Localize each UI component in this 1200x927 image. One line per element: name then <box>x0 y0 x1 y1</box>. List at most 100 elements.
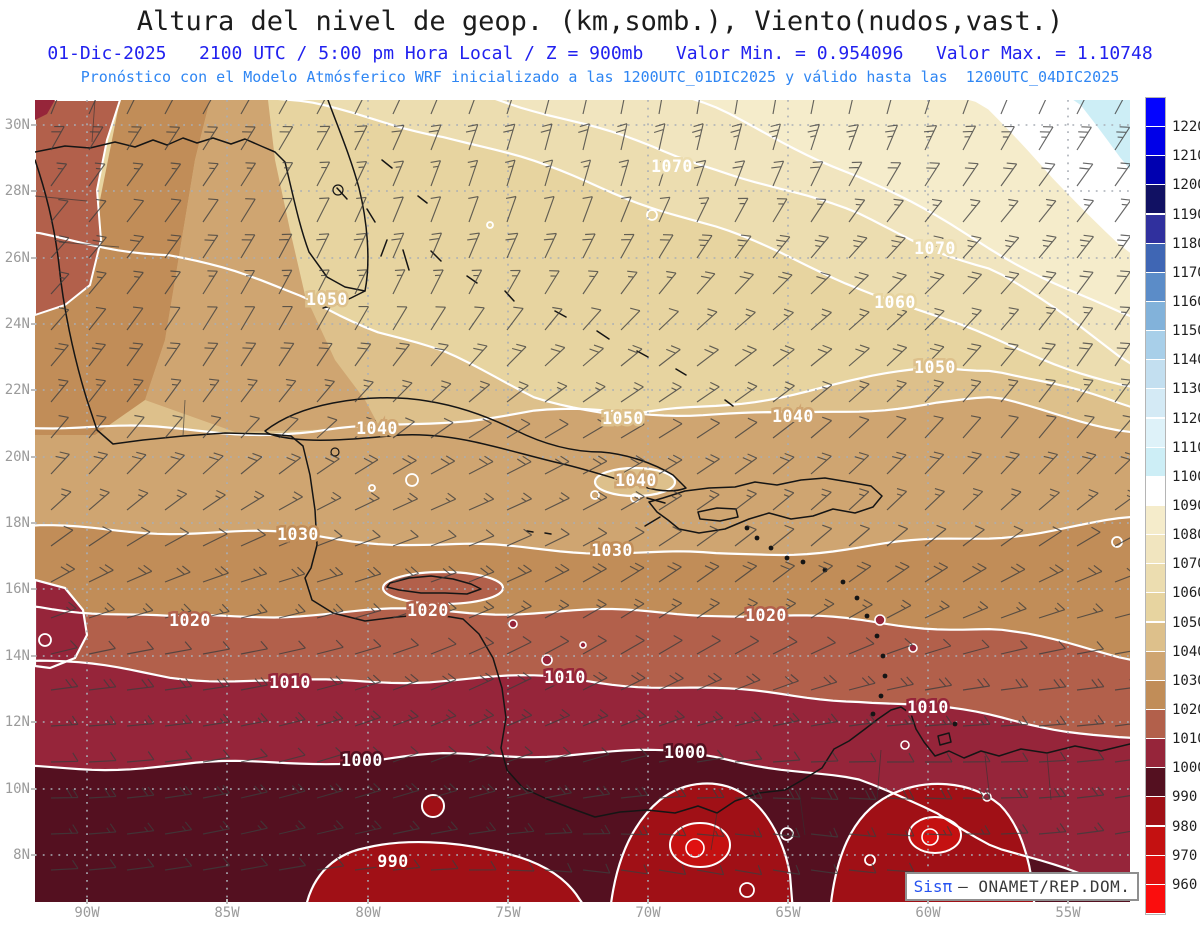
contour-label: 990 <box>377 852 408 871</box>
wind-barb <box>164 270 181 295</box>
wind-barb <box>772 198 788 223</box>
wind-barb <box>202 566 229 583</box>
wind-barb <box>316 639 344 655</box>
wind-barb <box>1076 451 1097 475</box>
wind-barb <box>1076 234 1094 259</box>
small-ring <box>486 221 494 229</box>
wind-barb <box>164 678 193 691</box>
wind-barb <box>1000 752 1029 763</box>
small-ring <box>646 209 658 221</box>
wind-barb <box>730 123 743 151</box>
wind-barb <box>392 566 419 583</box>
wind-barb <box>354 342 372 367</box>
contour-label: 1040 <box>615 471 657 490</box>
contour-label: 1060 <box>874 293 916 312</box>
wind-barb <box>886 235 906 259</box>
wind-barb <box>50 307 70 331</box>
antilles-island <box>870 711 876 717</box>
wind-barb <box>465 123 479 151</box>
wind-barb <box>354 674 382 691</box>
wind-barb <box>886 826 915 837</box>
wind-barb <box>88 488 110 511</box>
contour-label: 1070 <box>651 157 693 176</box>
wind-barb <box>468 418 492 439</box>
wind-barb <box>126 198 145 223</box>
wind-barb <box>354 566 382 583</box>
wind-barb <box>126 342 144 367</box>
wind-barb <box>202 270 218 295</box>
wind-barb <box>202 126 218 151</box>
colorbar-tick-label: 1150 <box>1172 323 1200 340</box>
wind-barb <box>772 417 795 439</box>
wind-barb <box>810 752 839 763</box>
wind-barb <box>88 342 106 367</box>
wind-barb <box>696 525 720 547</box>
wind-barb <box>1038 162 1056 187</box>
wind-barb <box>88 751 117 763</box>
lat-tick-label: 18N <box>4 515 30 531</box>
wind-barb <box>164 126 181 151</box>
wind-barb <box>202 489 226 511</box>
wind-barb <box>88 564 114 583</box>
geop-band-fill <box>695 100 1130 316</box>
wind-barb <box>354 638 382 655</box>
wind-barb <box>126 858 155 871</box>
colorbar-tick-label: 1050 <box>1172 614 1200 631</box>
wind-barb <box>354 416 377 439</box>
wind-barb <box>354 492 380 511</box>
wind-barb <box>126 786 155 799</box>
contour-line-1070 <box>495 100 1130 365</box>
wind-barb <box>506 381 529 403</box>
wind-barb <box>392 673 419 691</box>
wind-barb <box>696 234 713 259</box>
wind-barb <box>962 488 984 511</box>
wind-barb <box>429 232 443 259</box>
wind-barb <box>1000 415 1019 439</box>
wind-barb <box>962 601 989 619</box>
wind-barb <box>620 233 635 259</box>
wind-barb <box>848 100 853 115</box>
wind-barb <box>962 125 977 151</box>
wind-barb <box>392 269 406 295</box>
antilles-island <box>874 633 880 639</box>
wind-barb <box>658 234 674 259</box>
wind-barb <box>810 789 839 800</box>
red-blob-a2 <box>421 794 445 818</box>
wind-barb <box>582 455 608 475</box>
wind-barb <box>164 641 193 655</box>
wind-barb <box>924 825 953 836</box>
colorbar-swatch <box>1146 797 1165 826</box>
wind-barb <box>924 524 947 547</box>
wind-barb <box>810 235 829 259</box>
colorbar-tick-label: 1060 <box>1172 585 1200 602</box>
wind-barb <box>240 712 268 727</box>
wind-barb <box>50 601 77 619</box>
wind-barb <box>810 198 827 223</box>
wind-barb <box>734 345 757 367</box>
wind-barb <box>696 345 719 367</box>
wind-barb <box>848 161 863 187</box>
wind-barb <box>658 635 683 655</box>
small-ring <box>368 484 376 492</box>
inland-border <box>798 789 806 836</box>
contour-label: 1010 <box>907 698 949 717</box>
colorbar-tick-label: 1040 <box>1172 643 1200 660</box>
island-low-spot <box>874 614 886 626</box>
wind-barb <box>468 783 496 799</box>
wind-barb <box>848 790 877 801</box>
wind-barb <box>734 525 757 547</box>
colorbar-swatch <box>1146 389 1165 418</box>
wind-barb <box>240 748 268 763</box>
colorbar-tick-label: 1010 <box>1172 731 1200 748</box>
colorbar-swatch <box>1146 710 1165 738</box>
wind-barb <box>505 159 516 187</box>
colorbar-tick-label: 1170 <box>1172 264 1200 281</box>
wind-barb <box>354 710 381 727</box>
wind-barb <box>810 100 815 115</box>
lat-tick-label: 22N <box>4 382 30 398</box>
wind-barb <box>202 713 231 727</box>
wind-barb <box>658 598 683 619</box>
wind-barb <box>354 858 383 871</box>
wind-barb <box>1000 162 1018 187</box>
wind-barb <box>658 490 683 511</box>
